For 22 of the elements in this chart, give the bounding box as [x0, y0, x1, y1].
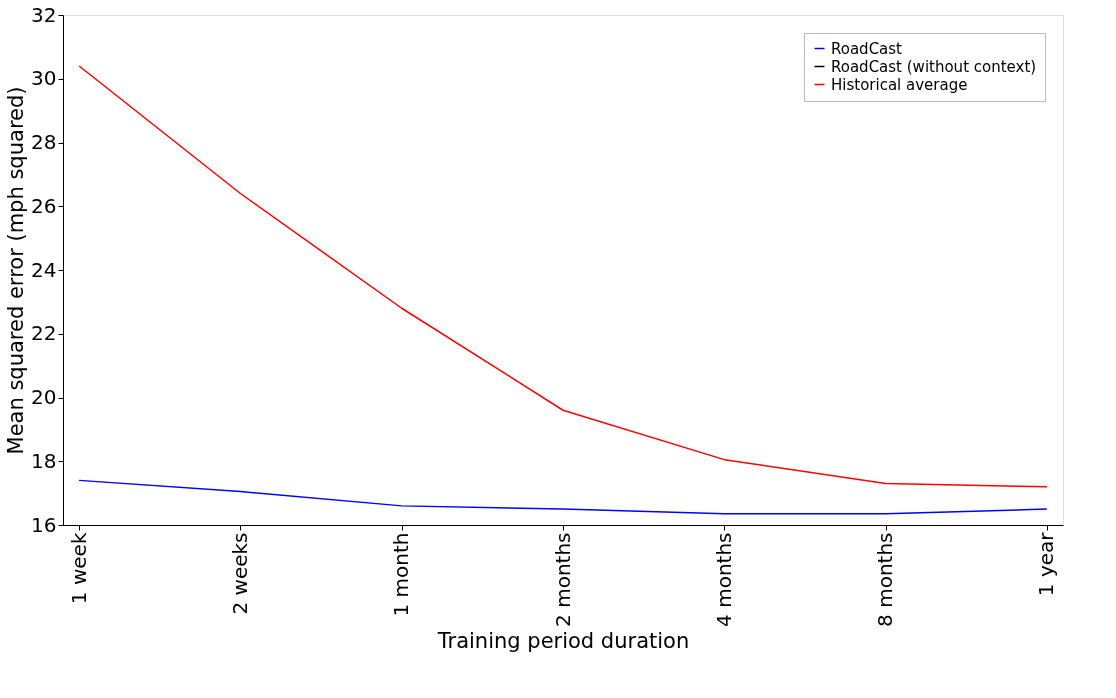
y-axis-title: Mean squared error (mph squared) [4, 86, 29, 455]
y-tick-label: 18 [31, 448, 57, 473]
y-tick-label: 32 [31, 2, 57, 27]
y-tick-label: 22 [31, 321, 57, 346]
line-series [78, 479, 1048, 515]
legend-label: RoadCast [831, 39, 903, 58]
x-axis-title: Training period duration [436, 628, 690, 653]
y-tick-label: 20 [31, 385, 57, 409]
x-tick-label: 4 months [711, 532, 736, 627]
legend-label: Historical average [831, 75, 968, 94]
y-tick-label: 28 [31, 130, 57, 154]
x-tick-label: 2 weeks [227, 532, 252, 615]
x-tick-label: 1 year [1034, 531, 1059, 597]
y-tick-label: 30 [31, 66, 57, 91]
legend-label: RoadCast (without context) [831, 57, 1037, 76]
x-tick-label: 1 week [66, 532, 91, 605]
y-tick-label: 26 [31, 193, 57, 218]
x-tick-label: 8 months [873, 532, 898, 627]
y-tick-label: 16 [31, 512, 57, 537]
y-tick-label: 24 [31, 257, 57, 282]
x-tick-label: 2 months [550, 532, 575, 627]
x-tick-label: 1 month [389, 532, 414, 617]
